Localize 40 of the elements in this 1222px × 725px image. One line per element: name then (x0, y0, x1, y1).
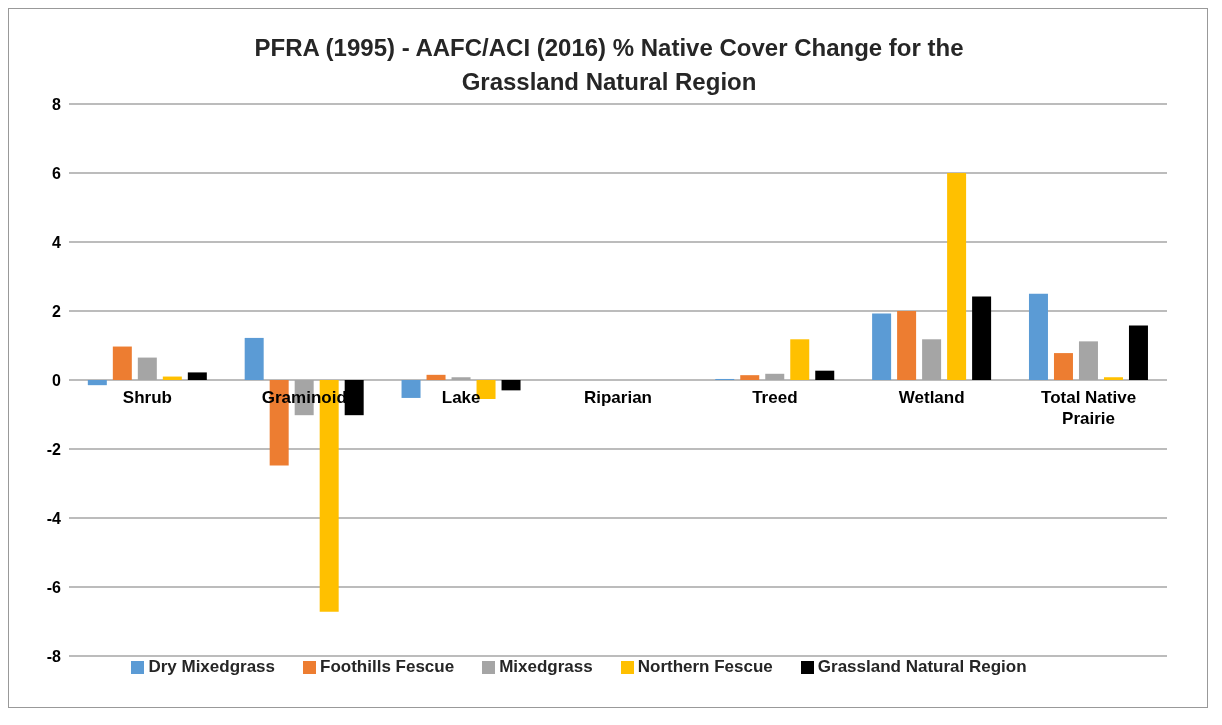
legend-label: Foothills Fescue (320, 657, 455, 676)
y-tick-label: 6 (52, 164, 62, 182)
x-tick-label: Treed (752, 388, 798, 407)
y-tick-label: -8 (46, 647, 62, 665)
bar (1053, 353, 1073, 380)
bar (401, 380, 421, 398)
y-tick-label: -6 (46, 578, 62, 596)
bar (112, 346, 132, 380)
bar (87, 380, 107, 386)
y-tick-label: 0 (52, 371, 62, 389)
legend-label: Dry Mixedgrass (148, 657, 276, 676)
bar (244, 337, 264, 380)
bar (790, 339, 810, 380)
chart-title: PFRA (1995) - AAFC/ACI (2016) % Native Cover Change for the Grassland Natural Region (253, 33, 965, 95)
bar (1028, 293, 1048, 380)
x-tick-label: Lake (441, 388, 481, 407)
bar (344, 380, 364, 416)
bar (1128, 325, 1148, 380)
y-tick-label: 4 (52, 233, 62, 251)
legend-label: Grassland Natural Region (817, 657, 1027, 676)
x-tick-label: Riparian (583, 388, 653, 407)
bar (972, 296, 992, 380)
bar (740, 375, 760, 380)
bar (426, 374, 446, 380)
x-tick-label: Shrub (122, 388, 172, 407)
bar (1103, 377, 1123, 380)
bar (187, 372, 207, 380)
bar (501, 380, 521, 391)
bar (872, 313, 892, 380)
bar (947, 173, 967, 380)
x-tick-label: Total Native Prairie (1041, 388, 1137, 428)
y-tick-label: 8 (52, 95, 62, 113)
x-tick-label: Wetland (898, 388, 965, 407)
y-tick-label: -2 (46, 440, 62, 458)
y-tick-label: -4 (46, 509, 62, 527)
bar (815, 370, 835, 380)
legend-label: Northern Fescue (637, 657, 773, 676)
bar (897, 311, 917, 380)
y-tick-label: 2 (52, 302, 62, 320)
legend-label: Mixedgrass (499, 657, 593, 676)
